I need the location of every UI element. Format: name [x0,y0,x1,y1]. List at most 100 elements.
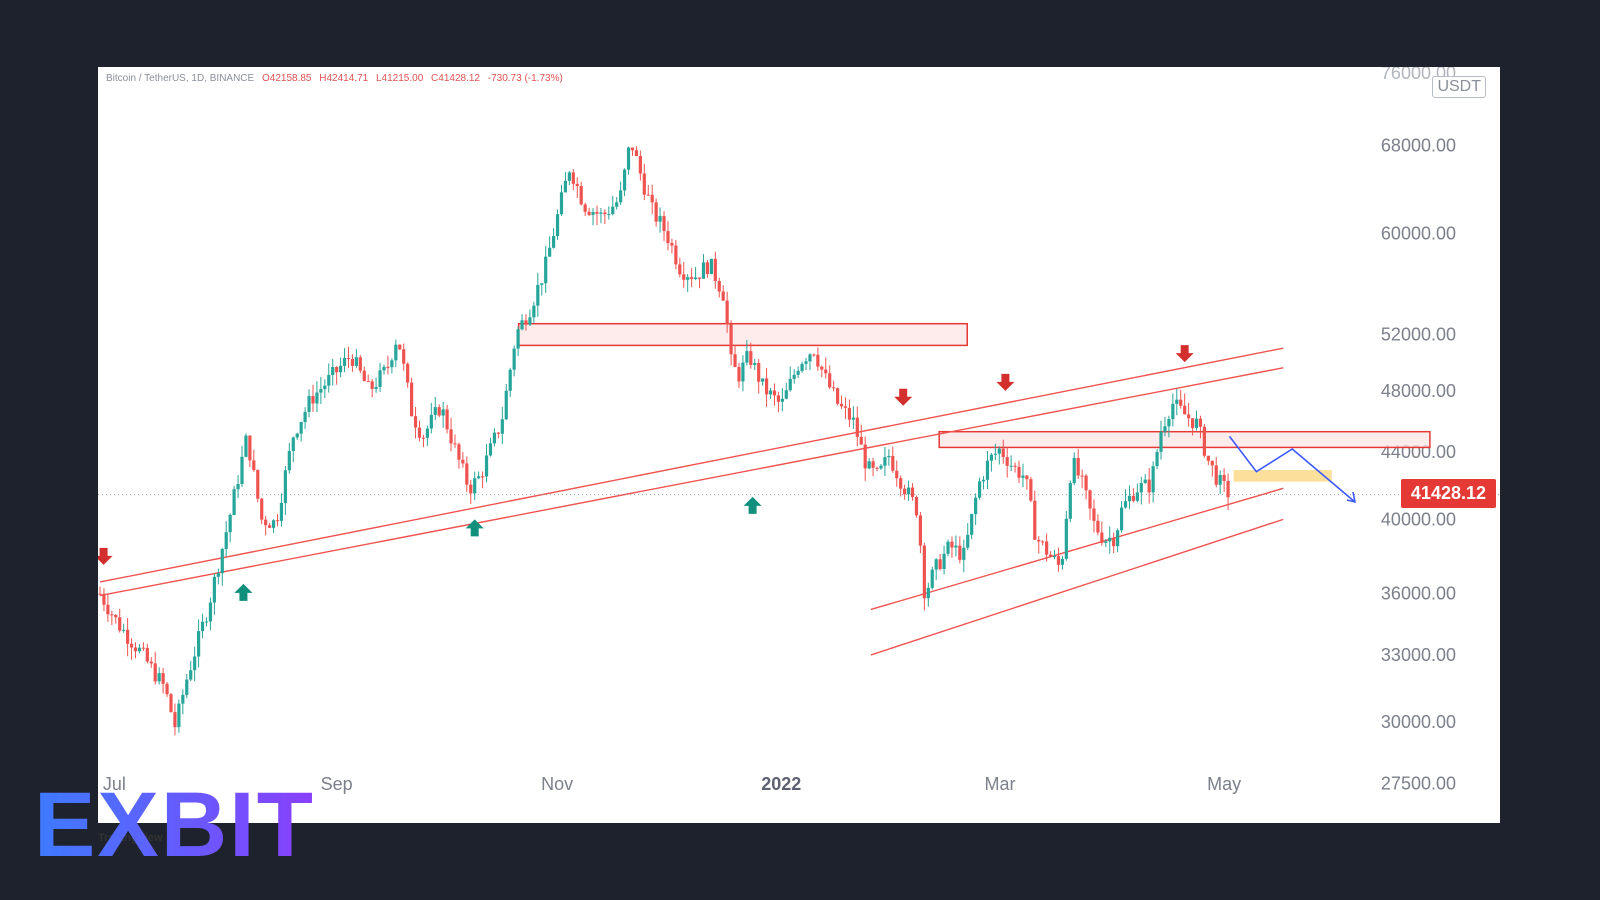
candle-body [260,498,264,520]
candle-body [1080,475,1084,477]
candles [98,146,1230,736]
candle-body [954,545,958,548]
candle-body [275,520,280,522]
candle-body [216,573,220,577]
candle-body [1131,495,1136,501]
up-arrow-marker [465,519,484,537]
currency-unit-badge[interactable]: USDT [1432,76,1486,98]
candle-body [1013,465,1017,467]
candle-body [1100,532,1104,543]
candle-body [930,569,934,588]
candle-body [421,437,426,439]
x-tick-label: May [1207,774,1241,794]
candle-body [966,534,970,548]
candle-body [599,212,603,214]
candle-body [780,398,784,402]
candle-body [1175,399,1179,404]
candle-body [133,647,138,652]
candle-body [662,216,666,232]
candle-body [137,647,142,652]
candle-body [445,409,449,430]
candle-body [429,414,433,429]
candle-body [1064,518,1068,559]
candle-body [1202,426,1206,456]
candle-body [114,615,118,618]
candle-body [619,190,623,203]
candle-body [1151,466,1155,493]
candle-body [709,258,713,275]
candle-body [287,450,291,471]
x-tick-label: Nov [541,774,573,794]
candle-body [910,487,915,498]
candle-body [804,361,808,364]
candle-body [508,369,512,391]
high-value: H42414.71 [319,73,369,84]
candle-body [461,459,465,464]
candle-body [693,277,698,280]
candle-body [366,381,370,383]
down-arrow-marker [1175,345,1194,363]
candle-body [705,262,710,275]
candle-body [903,488,907,495]
candle-body [1194,418,1199,429]
candle-body [204,621,209,623]
chart-panel[interactable]: 68000.00 60000.00 52000.00 48000.00 44000.00… [98,67,1500,823]
candle-body [737,367,741,382]
candle-body [863,444,867,469]
candle-body [634,150,639,156]
candle-body [1210,460,1214,466]
candle-body [828,373,832,388]
candle-body [311,396,315,404]
candle-body [1214,465,1218,485]
candle-body [173,712,177,728]
candle-body [757,363,761,382]
candle-body [1163,426,1167,432]
candle-body [520,320,524,330]
candle-body [871,461,875,468]
candle-body [413,416,418,428]
candle-body [575,183,579,187]
candle-body [453,443,457,445]
trendline [99,347,1284,583]
candle-body [1190,418,1195,429]
candle-body [843,406,848,408]
candle-body [256,469,260,499]
candle-body [484,455,489,477]
candle-body [169,694,173,713]
down-arrow-marker [894,388,913,406]
candle-body [879,465,883,469]
candle-body [725,300,729,325]
candle-body [299,422,303,434]
candle-body [1123,501,1128,508]
candle-body [319,389,323,393]
candle-body [563,180,568,193]
candle-body [926,587,930,599]
candle-body [1119,507,1124,531]
candle-body [102,593,106,605]
candle-body [441,409,445,416]
candle-body [899,478,903,489]
candle-body [1187,414,1191,419]
candle-body [626,147,631,170]
candle-body [149,661,153,664]
candle-body [315,392,319,404]
candle-body [437,407,441,416]
candle-body [670,243,674,246]
candle-body [1052,556,1057,558]
candle-body [741,362,745,382]
candle-body [390,360,394,368]
candle-body [1112,537,1116,547]
candle-body [473,478,477,494]
candle-body [1183,405,1187,415]
candle-body [1029,479,1033,501]
candle-body [851,417,855,420]
candle-body [342,357,347,366]
x-tick-label: Jul [103,774,126,794]
candle-body [816,354,820,367]
candle-body [776,395,781,402]
candle-body [690,277,694,280]
candle-body [792,374,796,379]
candle-body [268,525,272,528]
candle-body [642,173,646,195]
candlestick-chart[interactable]: 68000.0060000.0052000.0048000.0044000.00… [98,67,1500,823]
